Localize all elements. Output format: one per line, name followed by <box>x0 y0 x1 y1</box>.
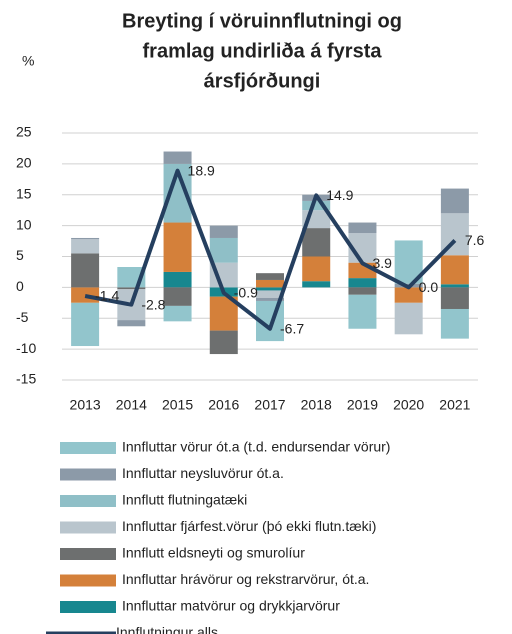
legend-swatch <box>60 442 116 454</box>
y-tick-label: 15 <box>16 185 32 201</box>
y-tick-label: 10 <box>16 216 32 232</box>
y-tick-label: 0 <box>16 278 24 294</box>
bar-segment <box>256 273 284 280</box>
chart-title: Breyting í vöruinnflutningi og <box>122 10 402 32</box>
chart-title: framlag undirliða á fyrsta <box>143 40 383 62</box>
data-label: -2.8 <box>141 296 165 312</box>
bar-segment <box>209 237 238 263</box>
chart-title: ársfjórðungi <box>204 70 321 92</box>
bar-segment <box>163 222 192 272</box>
legend-swatch <box>60 574 116 587</box>
bar-segment <box>163 151 192 164</box>
legend-label: Innfluttar hrávörur og rekstrarvörur, ót… <box>122 571 369 587</box>
legend-label: Innfluttar matvörur og drykkjarvörur <box>122 598 340 614</box>
bar-segment <box>163 271 192 288</box>
x-tick-label: 2020 <box>393 397 424 413</box>
data-label: -1.4 <box>95 288 119 304</box>
bar-segment <box>302 256 331 282</box>
y-tick-label: -5 <box>16 309 29 325</box>
x-tick-label: 2021 <box>439 397 470 413</box>
bar-segment <box>117 320 146 327</box>
bar-segment <box>71 239 100 254</box>
bar-segment <box>163 305 192 322</box>
data-label: 14.9 <box>326 187 353 203</box>
x-tick-label: 2014 <box>116 397 147 413</box>
legend-swatch <box>60 548 116 560</box>
legend-label: Innfluttar vörur ót.a (t.d. endursendar … <box>122 439 390 455</box>
bar-segment <box>348 278 377 288</box>
bar-segment <box>440 255 469 285</box>
bar-segment <box>348 222 377 234</box>
bar-segment <box>348 287 377 295</box>
data-label: 7.6 <box>465 232 485 248</box>
bar-segment <box>71 237 100 240</box>
y-axis-label: % <box>22 53 34 69</box>
y-tick-label: 20 <box>16 155 32 171</box>
x-tick-label: 2018 <box>301 397 332 413</box>
legend-swatch <box>60 601 116 613</box>
legend-label: Innfluttar neysluvörur ót.a. <box>122 465 284 481</box>
bar-segment <box>256 287 284 291</box>
bar-segment <box>209 330 238 355</box>
bar-segment <box>440 287 469 309</box>
bar-segment <box>440 284 469 288</box>
legend-swatch <box>60 495 116 507</box>
y-tick-label: 25 <box>16 124 32 140</box>
y-tick-label: 5 <box>16 247 24 263</box>
x-tick-label: 2019 <box>347 397 378 413</box>
x-tick-label: 2015 <box>162 397 193 413</box>
x-tick-label: 2017 <box>254 397 285 413</box>
bar-segment <box>163 287 192 306</box>
x-tick-label: 2016 <box>208 397 239 413</box>
bar-segment <box>256 279 284 288</box>
bar-segment <box>440 308 469 339</box>
x-tick-label: 2013 <box>70 397 101 413</box>
bar-segment <box>348 294 377 329</box>
bar-segment <box>302 200 331 211</box>
bar-segment <box>394 302 423 335</box>
bar-segment <box>440 188 469 214</box>
bar-segment <box>256 297 284 301</box>
bar-segment <box>256 290 284 298</box>
data-label: -0.9 <box>234 285 258 301</box>
legend-label: Innflutt flutningatæki <box>122 492 247 508</box>
total-line <box>84 168 457 331</box>
legend-swatch <box>60 521 116 534</box>
data-label: 3.9 <box>372 255 392 271</box>
legend-label: Innflutt eldsneyti og smurolíur <box>122 545 305 561</box>
legend-label: Innfluttar fjárfest.vörur (þó ekki flutn… <box>122 518 376 534</box>
bar-segment <box>302 281 331 288</box>
y-tick-label: -15 <box>16 371 36 387</box>
legend-swatch <box>60 468 116 481</box>
bar-segment <box>117 287 146 290</box>
bar-segment <box>209 225 238 238</box>
bar-segment <box>302 228 331 257</box>
data-label: 18.9 <box>188 162 215 178</box>
bar-segment <box>71 253 100 288</box>
data-label: -6.7 <box>280 320 304 336</box>
y-tick-label: -10 <box>16 340 36 356</box>
data-label: 0.0 <box>419 279 439 295</box>
bar-segment <box>71 302 100 347</box>
legend-label: Innflutningur alls <box>116 624 218 634</box>
bar-segment <box>394 287 423 303</box>
